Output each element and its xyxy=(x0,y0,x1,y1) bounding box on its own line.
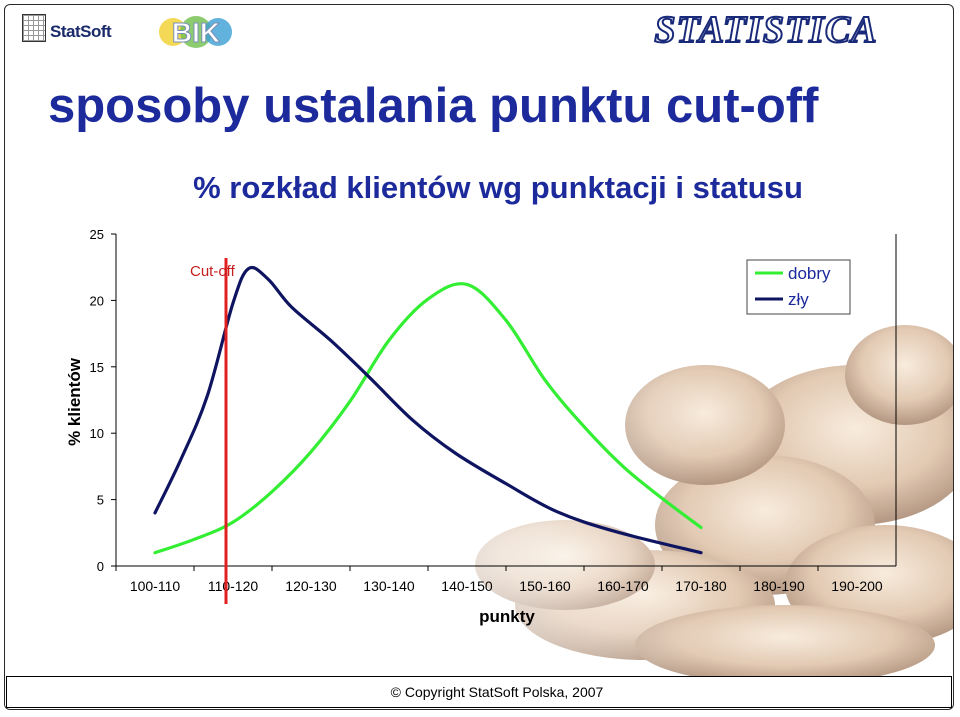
y-tick-label: 25 xyxy=(90,227,104,242)
x-tick-label: 130-140 xyxy=(363,578,415,594)
series-line-dobry xyxy=(153,282,703,555)
x-tick-label: 150-160 xyxy=(519,578,571,594)
bik-logo-text: BIK xyxy=(172,17,220,48)
series-layer xyxy=(153,265,703,555)
slide-frame xyxy=(4,4,954,710)
legend: dobry zły xyxy=(746,259,851,315)
x-tick-label: 100-110 xyxy=(130,578,181,594)
y-axis-label: % klientów xyxy=(65,357,84,446)
statistica-logo: STATISTICA xyxy=(653,10,877,50)
x-tick-label: 140-150 xyxy=(441,578,493,594)
y-axis-ticks: 0 5 10 15 20 25 xyxy=(90,227,116,574)
x-axis-label: punkty xyxy=(479,607,535,626)
x-tick-label: 120-130 xyxy=(285,578,337,594)
cutoff-label: Cut-off xyxy=(190,263,235,280)
legend-box xyxy=(746,259,851,315)
legend-label-zly: zły xyxy=(788,290,809,309)
x-tick-label: 110-120 xyxy=(208,578,259,594)
x-tick-label: 160-170 xyxy=(597,578,649,594)
chart-title: % rozkład klientów wg punktacji i status… xyxy=(193,170,803,205)
x-axis-ticks: 100-110 110-120 120-130 130-140 140-150 150-1… xyxy=(115,566,883,594)
footer-bar xyxy=(6,676,952,708)
y-tick-label: 20 xyxy=(90,293,104,308)
y-tick-label: 15 xyxy=(90,360,104,375)
y-tick-label: 10 xyxy=(90,426,104,441)
statsoft-grid-icon xyxy=(22,14,46,42)
x-tick-label: 190-200 xyxy=(831,578,883,594)
slide-title: sposoby ustalania punktu cut-off xyxy=(48,79,819,133)
y-tick-label: 5 xyxy=(97,493,104,508)
statistica-logo-text: STATISTICA xyxy=(654,10,877,50)
legend-label-dobry: dobry xyxy=(788,264,831,283)
footer-copyright: © Copyright StatSoft Polska, 2007 xyxy=(390,684,604,700)
x-tick-label: 170-180 xyxy=(675,578,727,594)
coins-background-image xyxy=(5,305,953,709)
series-line-zly xyxy=(153,265,703,555)
y-tick-label: 0 xyxy=(97,559,104,574)
bik-logo: BIK xyxy=(159,16,232,49)
x-tick-label: 180-190 xyxy=(753,578,805,594)
statsoft-logo: StatSoft xyxy=(22,14,147,50)
statsoft-logo-text: StatSoft xyxy=(50,22,112,41)
